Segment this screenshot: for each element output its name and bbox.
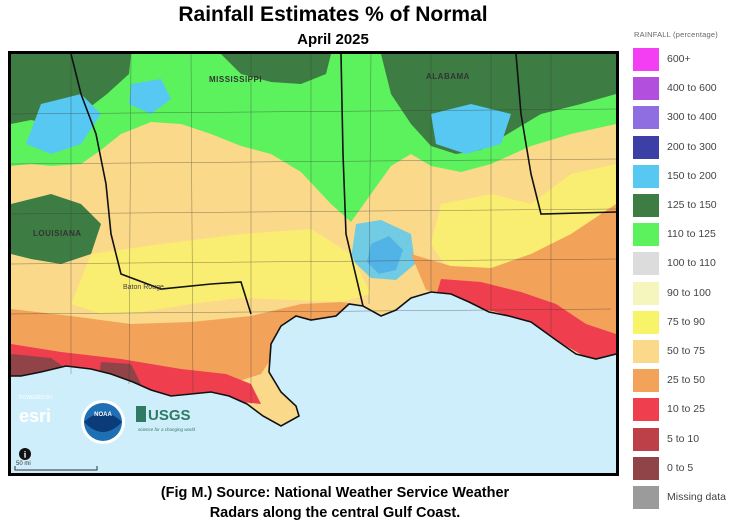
legend-swatch <box>633 48 659 71</box>
svg-text:USGS: USGS <box>148 407 191 424</box>
legend-label: 110 to 125 <box>667 228 716 241</box>
legend-swatch <box>633 135 659 159</box>
svg-text:50 mi: 50 mi <box>16 461 31 467</box>
gulf-coastline <box>11 291 616 427</box>
state-boundaries <box>70 54 616 315</box>
legend-swatch <box>633 310 659 334</box>
legend-item: 75 to 90 <box>627 310 745 337</box>
rain-zone-louisiana-green <box>11 194 101 264</box>
usgs-logo: USGS science for a changing world <box>136 406 196 432</box>
caption-line-2: Radars along the central Gulf Coast. <box>209 505 461 521</box>
legend-label: 25 to 50 <box>667 374 705 387</box>
legend-item: 150 to 200 <box>627 164 745 191</box>
legend-item: 300 to 400 <box>627 106 745 132</box>
legend-swatch <box>633 398 659 422</box>
rain-zone-coast-orange <box>11 204 616 394</box>
legend-label: 600+ <box>667 53 691 65</box>
county-boundaries <box>11 54 616 404</box>
legend-swatch <box>633 194 659 217</box>
legend-item: 25 to 50 <box>627 369 745 395</box>
svg-text:POWERED BY: POWERED BY <box>19 395 54 401</box>
legend-item: Missing data <box>627 486 745 512</box>
legend-swatch <box>633 427 659 451</box>
legend-label: 100 to 110 <box>667 257 716 270</box>
legend-label: 125 to 150 <box>667 199 717 211</box>
rainfall-map[interactable]: MISSISSIPPI ALABAMA LOUISIANA Baton Roug… <box>8 51 619 476</box>
state-label-alabama: ALABAMA <box>426 72 470 81</box>
legend-item: 400 to 600 <box>627 77 745 103</box>
legend-item: 125 to 150 <box>627 194 745 220</box>
esri-logo: POWERED BY esri <box>19 395 54 426</box>
rain-zone-north-blue <box>26 79 511 154</box>
legend-item: 110 to 125 <box>627 223 745 249</box>
rain-zone-mobile-lightblue <box>351 220 415 280</box>
legend-label: 0 to 5 <box>667 461 694 474</box>
legend-swatch <box>633 106 659 130</box>
legend-item: 10 to 25 <box>627 398 745 424</box>
legend-item: 100 to 110 <box>627 252 745 278</box>
svg-text:esri: esri <box>19 406 51 426</box>
legend-swatch <box>633 456 659 480</box>
legend-item: 90 to 100 <box>627 281 745 308</box>
legend-swatch <box>633 164 659 188</box>
legend-label: 50 to 75 <box>667 345 705 357</box>
svg-text:NOAA: NOAA <box>94 412 112 418</box>
state-label-mississippi: MISSISSIPPI <box>209 75 262 84</box>
legend-label: 90 to 100 <box>667 286 711 299</box>
legend-swatch <box>633 340 659 363</box>
figure-caption: (Fig M.) Source: National Weather Servic… <box>100 483 570 523</box>
legend-swatch <box>633 281 659 305</box>
city-label-baton-rouge: Baton Rouge <box>123 284 164 291</box>
legend-item: 50 to 75 <box>627 340 745 366</box>
legend-swatch <box>633 77 659 101</box>
info-icon[interactable]: i <box>19 448 31 460</box>
state-label-louisiana: LOUISIANA <box>33 229 82 238</box>
svg-text:science for a changing world: science for a changing world <box>138 427 196 432</box>
legend-item: 200 to 300 <box>627 135 745 162</box>
legend-label: 200 to 300 <box>667 140 717 153</box>
legend-item: 5 to 10 <box>627 427 745 454</box>
caption-line-1: (Fig M.) Source: National Weather Servic… <box>160 485 510 501</box>
rain-zone-yellow <box>71 164 616 314</box>
map-canvas[interactable]: MISSISSIPPI ALABAMA LOUISIANA Baton Roug… <box>11 54 616 473</box>
legend-swatch <box>633 486 659 509</box>
scale-bar: 50 mi <box>14 461 98 471</box>
map-title: Rainfall Estimates % of Normal <box>178 3 488 26</box>
legend-title: RAINFALL (percentage) <box>634 30 718 39</box>
legend-label: 150 to 200 <box>667 169 717 182</box>
svg-text:i: i <box>24 450 27 460</box>
rain-zone-coast-red <box>11 279 616 404</box>
legend-label: 75 to 90 <box>667 315 705 328</box>
legend-label: 10 to 25 <box>667 403 705 416</box>
legend-item: 600+ <box>627 48 745 74</box>
noaa-logo: NOAA <box>81 400 125 444</box>
legend-label: Missing data <box>667 491 726 503</box>
legend-label: 400 to 600 <box>667 82 717 95</box>
legend-swatch <box>633 369 659 393</box>
legend-swatch <box>633 223 659 247</box>
rainfall-legend: RAINFALL (percentage) 600+ 400 to 600 300 … <box>627 27 745 527</box>
legend-label: 300 to 400 <box>667 111 717 124</box>
legend-item: 0 to 5 <box>627 456 745 483</box>
legend-label: 5 to 10 <box>667 432 700 445</box>
legend-swatch <box>633 252 659 276</box>
map-subtitle: April 2025 <box>297 31 369 48</box>
